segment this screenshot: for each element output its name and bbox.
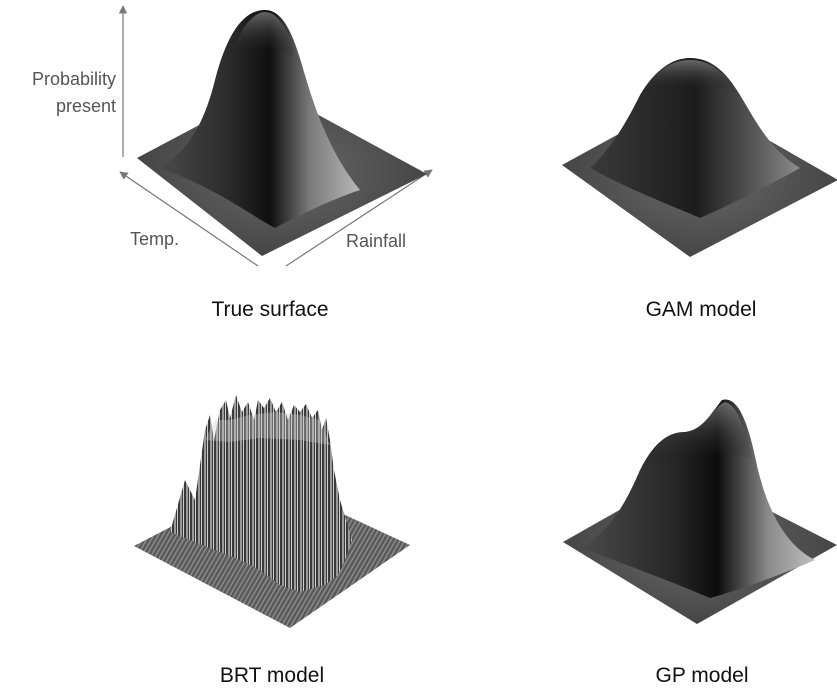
panel-gp-model: GP model xyxy=(563,399,837,687)
surface-peak xyxy=(582,399,815,598)
panel-label-brt: BRT model xyxy=(220,664,324,687)
panel-label-gam: GAM model xyxy=(646,298,757,321)
y-axis-arrow xyxy=(285,169,433,267)
y-axis-label: Rainfall xyxy=(346,231,406,251)
z-axis-label-line1: Probability xyxy=(32,69,116,89)
z-axis-label-line2: present xyxy=(56,96,116,116)
surface-peak xyxy=(160,10,360,228)
x-axis-arrow xyxy=(119,171,259,267)
surface-spikes xyxy=(170,395,352,592)
panel-brt-model: BRT model xyxy=(134,395,410,687)
panel-label-true: True surface xyxy=(211,298,328,321)
panel-label-gp: GP model xyxy=(656,664,749,687)
panel-true-surface: Probability present Temp. Rainfall True … xyxy=(32,5,433,321)
surface-peak xyxy=(590,58,800,218)
panel-gam-model: GAM model xyxy=(562,58,837,321)
x-axis-label: Temp. xyxy=(130,229,179,249)
